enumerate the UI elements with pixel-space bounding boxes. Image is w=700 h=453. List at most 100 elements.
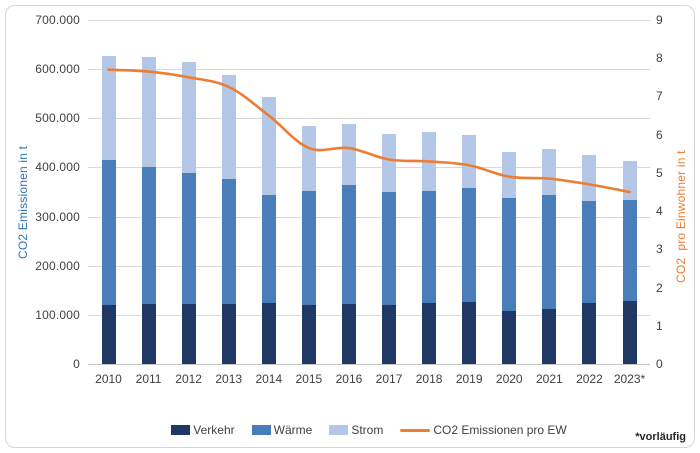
x-axis-tick-label: 2011: [135, 372, 162, 386]
bar-segment-verkehr: [341, 303, 356, 364]
bar-segment-wrme: [542, 194, 557, 310]
x-axis-tick-label: 2016: [335, 372, 363, 386]
gridline: [88, 167, 650, 169]
right-axis-tick-label: 4: [656, 204, 663, 219]
x-axis-tick-label: 2023*: [613, 372, 646, 386]
legend-item-wrme: Wärme: [251, 423, 313, 437]
bar-segment-wrme: [141, 166, 156, 304]
bar-segment-verkehr: [542, 309, 557, 364]
left-axis-tick-label: 300.000: [35, 209, 80, 224]
bar-segment-wrme: [382, 192, 397, 305]
left-axis-tick-label: 700.000: [35, 13, 80, 27]
bar-segment-verkehr: [101, 304, 116, 364]
x-axis-tick-label: 2020: [495, 372, 523, 386]
bar-segment-strom: [141, 57, 156, 167]
right-axis-tick-label: 5: [656, 165, 663, 180]
bar-segment-wrme: [101, 160, 116, 305]
bar-segment-wrme: [622, 199, 637, 302]
legend-label: Wärme: [273, 423, 313, 437]
bar-segment-verkehr: [462, 302, 477, 364]
gridline: [88, 364, 650, 365]
gridline: [88, 20, 650, 21]
right-axis-tick-label: 1: [656, 318, 663, 333]
bar-segment-wrme: [462, 187, 477, 303]
bar-segment-strom: [542, 148, 557, 195]
left-axis-tick-label: 0: [73, 357, 80, 371]
bar-segment-strom: [101, 56, 116, 161]
gridline: [88, 314, 650, 316]
legend-swatch: [329, 425, 349, 435]
bar-segment-strom: [502, 152, 517, 199]
x-axis-tick-label: 2012: [175, 372, 202, 386]
right-axis-tick-label: 6: [656, 127, 663, 142]
right-axis-tick-label: 7: [656, 89, 663, 104]
bar-segment-wrme: [422, 191, 437, 303]
bar-segment-strom: [181, 61, 196, 173]
bar-segment-verkehr: [221, 303, 236, 364]
bar-segment-strom: [221, 74, 236, 179]
bar-segment-wrme: [341, 184, 356, 304]
footnote: *vorläufig: [635, 431, 686, 443]
x-axis-tick-label: 2017: [375, 372, 403, 386]
gridline: [88, 118, 650, 120]
bar-segment-verkehr: [261, 302, 276, 364]
legend: Verkehr Wärme Strom CO2 Emissionen pro EW: [88, 423, 650, 437]
bar-segment-strom: [382, 134, 397, 193]
gridline: [88, 216, 650, 218]
bar-segment-strom: [301, 126, 316, 191]
right-axis-tick-label: 8: [656, 51, 663, 66]
x-axis-tick-label: 2022: [576, 372, 603, 386]
bar-segment-verkehr: [582, 303, 597, 364]
bar-segment-wrme: [301, 191, 316, 306]
x-axis-tick-label: 2010: [95, 372, 122, 386]
x-axis-tick-label: 2015: [295, 372, 323, 386]
bar-segment-wrme: [181, 172, 196, 305]
right-axis-tick-label: 3: [656, 242, 663, 257]
left-axis-tick-label: 200.000: [35, 258, 80, 273]
bar-segment-verkehr: [382, 304, 397, 364]
x-axis-tick-label: 2014: [255, 372, 283, 386]
bar-segment-strom: [341, 123, 356, 185]
bar-segment-wrme: [221, 178, 236, 304]
plot-area: [88, 20, 650, 365]
legend-label: Verkehr: [193, 423, 235, 437]
bar-segment-wrme: [502, 198, 517, 312]
gridline: [88, 265, 650, 267]
line-series: [107, 68, 631, 194]
legend-item-verkehr: Verkehr: [171, 423, 235, 437]
co2-per-capita-line: [107, 68, 631, 194]
gridline: [88, 69, 650, 71]
left-axis-tick-label: 400.000: [35, 160, 80, 175]
legend-item-co2-pro-ew: CO2 Emissionen pro EW: [400, 423, 567, 437]
legend-swatch: [251, 425, 271, 435]
legend-item-strom: Strom: [329, 423, 383, 437]
right-axis-tick-label: 9: [656, 13, 663, 27]
bar-segment-wrme: [582, 200, 597, 304]
legend-swatch: [171, 425, 191, 435]
left-axis-tick-label: 600.000: [35, 62, 80, 77]
bar-segment-verkehr: [301, 305, 316, 364]
left-axis-tick-label: 100.000: [35, 307, 80, 322]
right-axis-title: CO2 pro Einwohner in t: [674, 150, 688, 284]
left-axis-title: CO2 Emissionen in t: [16, 145, 30, 259]
left-axis-tick-label: 500.000: [35, 111, 80, 126]
bar-segment-verkehr: [141, 303, 156, 364]
legend-label: Strom: [351, 423, 384, 437]
bar-segment-verkehr: [622, 301, 637, 364]
right-axis-tick-label: 2: [656, 280, 663, 295]
legend-line-swatch: [400, 428, 431, 432]
bar-segment-strom: [462, 134, 477, 188]
bar-segment-verkehr: [181, 304, 196, 364]
x-axis-tick-label: 2019: [455, 372, 483, 386]
bar-segment-wrme: [261, 195, 276, 303]
legend-label: CO2 Emissionen pro EW: [433, 423, 567, 437]
bar-segment-strom: [261, 96, 276, 196]
x-axis-tick-label: 2013: [215, 372, 243, 386]
chart-frame: 0 100.000 200.000 300.000 400.000 500.000 600.…: [5, 5, 695, 448]
bar-segment-verkehr: [422, 302, 437, 364]
right-axis-tick-label: 0: [656, 357, 663, 371]
bar-segment-strom: [582, 155, 597, 201]
bar-segment-verkehr: [502, 311, 517, 364]
x-axis-tick-label: 2018: [415, 372, 443, 386]
x-axis-tick-label: 2021: [535, 372, 563, 386]
